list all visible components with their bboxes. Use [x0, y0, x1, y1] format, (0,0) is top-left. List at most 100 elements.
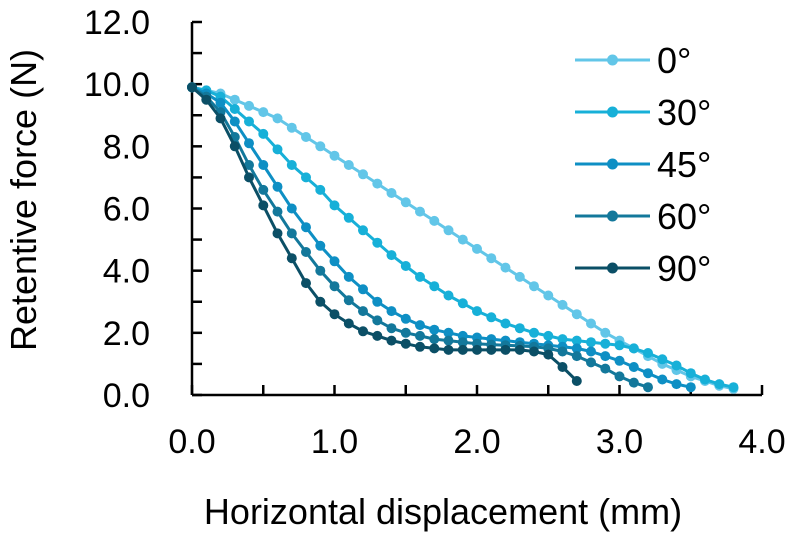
data-point — [201, 94, 212, 105]
data-point — [258, 200, 269, 211]
data-point — [472, 344, 482, 355]
data-point — [386, 306, 397, 317]
data-point — [415, 330, 425, 341]
series-2 — [187, 82, 696, 393]
data-point — [685, 382, 696, 393]
legend-label: 45° — [657, 144, 711, 185]
data-point — [429, 324, 440, 335]
data-point — [586, 346, 596, 357]
data-point — [386, 188, 397, 198]
data-point — [557, 362, 568, 372]
data-point — [315, 141, 326, 152]
y-axis-title: Retentive force (N) — [3, 49, 44, 351]
data-point — [315, 296, 326, 307]
y-tick-label: 0.0 — [103, 377, 150, 415]
data-point — [500, 262, 511, 273]
y-tick-label: 8.0 — [103, 128, 150, 166]
data-point — [400, 338, 411, 349]
data-point — [386, 335, 397, 346]
data-point — [429, 334, 440, 345]
data-point — [343, 160, 354, 170]
data-point — [443, 290, 454, 301]
data-point — [372, 315, 383, 326]
data-point — [628, 362, 639, 372]
data-point — [586, 357, 596, 368]
data-point — [600, 327, 611, 338]
data-point — [315, 265, 326, 276]
data-point — [272, 144, 283, 155]
data-point — [343, 271, 354, 282]
data-point — [301, 172, 311, 183]
data-point — [229, 94, 240, 105]
data-point — [586, 337, 596, 348]
data-point — [457, 298, 468, 309]
series-3 — [187, 82, 653, 393]
data-point — [443, 225, 454, 236]
data-point — [272, 181, 283, 192]
data-point — [557, 299, 568, 310]
data-point — [272, 113, 283, 124]
data-point — [329, 309, 340, 320]
data-point — [500, 344, 511, 355]
legend-label: 90° — [657, 248, 711, 289]
legend-entry: 45° — [575, 144, 711, 185]
legend-label: 60° — [657, 196, 711, 237]
data-point — [415, 206, 425, 217]
data-point — [486, 312, 497, 323]
data-point — [286, 160, 297, 170]
data-point — [486, 344, 497, 355]
data-point — [671, 360, 682, 371]
data-point — [628, 343, 639, 354]
ticks — [190, 20, 764, 397]
data-point — [329, 281, 340, 292]
data-point — [329, 150, 340, 161]
data-point — [543, 349, 554, 360]
data-point — [301, 132, 311, 142]
legend: 0° 30° 45° 60° 90° — [575, 40, 711, 289]
data-point — [586, 318, 596, 329]
data-point — [543, 330, 554, 341]
data-point — [472, 306, 482, 317]
data-point — [514, 344, 525, 355]
data-point — [358, 169, 368, 180]
data-point — [229, 116, 240, 127]
data-point — [343, 295, 354, 306]
data-point — [614, 371, 625, 382]
data-point — [543, 290, 554, 301]
legend-label: 30° — [657, 92, 711, 133]
data-point — [457, 344, 468, 355]
data-point — [486, 253, 497, 264]
legend-marker — [607, 54, 618, 66]
legend-marker — [607, 106, 618, 118]
data-point — [429, 281, 440, 292]
legend-marker — [607, 262, 618, 274]
data-point — [571, 309, 582, 320]
y-tick-label: 4.0 — [103, 253, 150, 291]
data-point — [244, 160, 254, 170]
data-point — [500, 318, 511, 329]
data-point — [571, 343, 582, 354]
data-point — [429, 215, 440, 226]
data-point — [685, 368, 696, 379]
x-tick-label: 3.0 — [596, 423, 643, 461]
x-axis-title: Horizontal displacement (mm) — [204, 491, 682, 532]
data-point — [400, 261, 411, 271]
data-point — [187, 82, 197, 93]
data-point — [400, 313, 411, 324]
data-point — [614, 355, 625, 366]
x-tick-label: 1.0 — [311, 423, 358, 461]
y-tick-label: 2.0 — [103, 315, 150, 353]
data-point — [386, 250, 397, 261]
data-point — [286, 203, 297, 214]
data-point — [272, 228, 283, 239]
y-tick-label: 10.0 — [84, 66, 150, 104]
series-4 — [187, 82, 582, 386]
data-point — [358, 306, 368, 317]
legend-entry: 0° — [575, 40, 691, 81]
data-point — [557, 334, 568, 345]
data-point — [372, 178, 383, 189]
data-point — [443, 335, 454, 346]
data-point — [443, 327, 454, 338]
data-point — [643, 348, 653, 358]
